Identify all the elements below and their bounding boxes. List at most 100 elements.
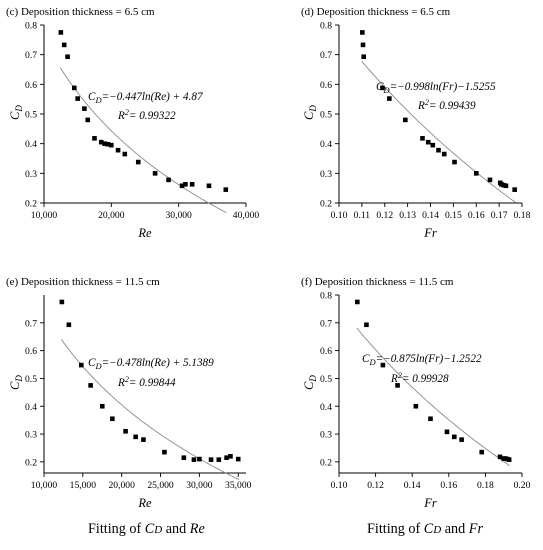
data-point [109, 142, 114, 148]
y-tick-label: 0.7 [320, 318, 332, 329]
data-point [364, 322, 369, 328]
r-squared: R2= 0.99844 [117, 375, 176, 389]
r-squared-symbol: R [390, 373, 398, 385]
data-point [181, 455, 187, 461]
fit-equation-symbol: C [376, 81, 384, 93]
y-tick-label: 0.2 [320, 199, 332, 210]
x-tick-label: 0.14 [404, 480, 421, 491]
y-tick-label: 0.3 [320, 169, 332, 180]
r-squared-value: = 0.99928 [402, 373, 449, 385]
x-tick-label: 0.14 [422, 210, 439, 221]
y-tick-label: 0.4 [320, 402, 332, 413]
data-point [224, 455, 229, 461]
y-tick-label: 0.5 [320, 110, 332, 121]
data-point [92, 136, 97, 141]
r-squared-superscript: 2 [125, 375, 129, 384]
data-point [380, 85, 385, 91]
r-squared: R2= 0.99439 [417, 98, 476, 112]
r-squared-symbol: R [417, 100, 425, 112]
data-point [223, 187, 229, 192]
data-point [420, 136, 425, 141]
y-axis-title-symbol: C [302, 111, 316, 120]
data-point [82, 106, 87, 111]
caption-right-symbol: C [423, 521, 434, 537]
data-point [206, 183, 212, 189]
fit-equation: CD=−0.998ln(Fr)−1.5255 [376, 81, 496, 95]
data-point [122, 151, 128, 157]
data-point [162, 449, 167, 455]
caption-left-mid: and [162, 521, 190, 537]
x-axis-title: Re [137, 226, 152, 240]
x-tick-label: 15,000 [70, 480, 97, 491]
data-point [105, 141, 111, 147]
x-tick-label: 0.12 [367, 480, 384, 491]
data-point [436, 147, 441, 153]
y-tick-label: 0.5 [25, 110, 37, 121]
y-axis-title-subscript: D [14, 375, 24, 383]
x-tick-label: 0.18 [477, 480, 494, 491]
panel-title: (d) Deposition thickness = 6.5 cm [301, 6, 451, 18]
r-squared-superscript: 2 [425, 98, 429, 107]
data-point [61, 42, 67, 48]
data-point [235, 456, 241, 462]
data-point [152, 171, 158, 176]
caption-right-variable: Fr [468, 521, 483, 537]
y-axis-title-symbol: C [8, 111, 22, 120]
fit-equation-body: =−0.875ln(Fr)−1.2522 [376, 353, 482, 365]
data-point [428, 416, 433, 422]
y-tick-label: 0.6 [320, 346, 332, 357]
data-point [361, 54, 367, 60]
data-point [99, 403, 105, 409]
data-point [66, 322, 72, 328]
fit-equation-subscript: D [94, 95, 102, 105]
data-point [473, 171, 479, 176]
data-point [487, 177, 493, 183]
fit-equation-symbol: C [88, 357, 96, 369]
x-tick-label: 0.10 [331, 210, 348, 221]
y-tick-label: 0.8 [25, 21, 37, 32]
y-axis-title-subscript: D [308, 105, 318, 113]
fit-equation: CD=−0.447ln(Re) + 4.87 [88, 91, 203, 105]
r-squared-value: = 0.99844 [129, 377, 176, 389]
y-tick-label: 0.2 [25, 457, 37, 468]
x-tick-label: 0.13 [399, 210, 416, 221]
data-point [512, 187, 517, 192]
y-axis-title-subscript: D [308, 375, 318, 383]
x-tick-label: 0.20 [514, 480, 531, 491]
y-tick-label: 0.2 [25, 199, 37, 210]
r-squared-superscript: 2 [125, 108, 129, 117]
x-tick-label: 40,000 [233, 210, 260, 221]
caption-left: Fitting of CD and Re [88, 521, 205, 538]
r-squared-symbol: R [117, 377, 125, 389]
y-tick-label: 0.5 [320, 374, 332, 385]
r-squared: R2= 0.99322 [117, 108, 176, 122]
y-tick-label: 0.6 [320, 80, 332, 91]
data-point [452, 159, 457, 165]
x-axis-title: Re [137, 496, 152, 510]
panel-title: (c) Deposition thickness = 6.5 cm [6, 6, 155, 18]
data-point [179, 183, 185, 189]
x-tick-label: 0.16 [468, 210, 485, 221]
fit-equation-subscript: D [382, 85, 390, 95]
panel-e: (e) Deposition thickness = 11.5 cm 10,000… [6, 276, 252, 510]
x-tick-label: 0.12 [376, 210, 393, 221]
fit-equation-body: =−0.447ln(Re) + 4.87 [102, 91, 203, 103]
data-point [72, 85, 77, 91]
data-point [183, 182, 188, 187]
y-tick-label: 0.7 [25, 318, 37, 329]
data-point [110, 416, 115, 422]
y-tick-label: 0.4 [320, 139, 332, 150]
data-point [115, 147, 121, 153]
caption-right-subscript: D [433, 524, 442, 536]
data-point [506, 457, 512, 462]
data-point [191, 457, 197, 462]
caption-left-symbol: C [144, 521, 155, 537]
fit-equation-subscript: D [368, 357, 376, 367]
y-axis-title: CD [8, 375, 24, 390]
x-tick-label: 10,000 [31, 210, 58, 221]
x-axis-title: Fr [423, 226, 437, 240]
data-point [135, 159, 141, 165]
panel-d: (d) Deposition thickness = 6.5 cm 0.10 0.1… [301, 6, 531, 240]
y-tick-label: 0.3 [320, 430, 332, 441]
y-axis-title-subscript: D [14, 105, 24, 113]
